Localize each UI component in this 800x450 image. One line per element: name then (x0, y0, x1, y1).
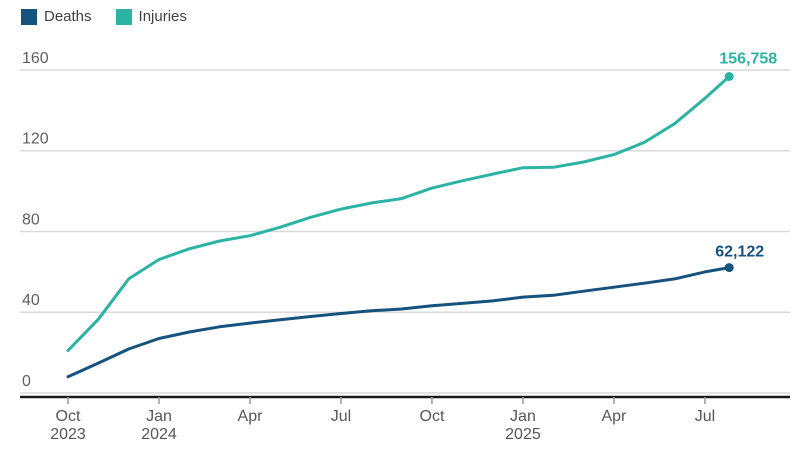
x-tick-label-year: 2025 (505, 426, 541, 443)
x-tick-label: Oct (56, 408, 81, 425)
legend-label-deaths: Deaths (44, 8, 92, 25)
injuries-end-dot (724, 72, 734, 82)
deaths-line (66, 266, 731, 379)
y-tick-label: 80 (22, 211, 40, 228)
legend-item-deaths: Deaths (21, 8, 92, 25)
injuries-line (66, 75, 731, 353)
x-tick-label: Apr (238, 408, 264, 425)
x-tick-label: Apr (601, 408, 627, 425)
x-tick-label: Jan (510, 408, 536, 425)
x-tick-label-year: 2024 (141, 426, 177, 443)
x-tick-label: Oct (420, 408, 445, 425)
x-tick-label-year: 2023 (50, 426, 86, 443)
x-tick-label: Jul (331, 408, 351, 425)
chart-legend: Deaths Injuries (21, 8, 187, 25)
legend-item-injuries: Injuries (115, 8, 187, 25)
y-tick-label: 120 (22, 131, 49, 148)
deaths-end-dot (724, 263, 734, 273)
injuries-swatch-icon (115, 8, 132, 25)
y-tick-label: 40 (22, 292, 40, 309)
legend-label-injuries: Injuries (138, 8, 187, 25)
y-tick-label: 0 (22, 373, 31, 390)
x-tick-label: Jan (146, 408, 172, 425)
injuries-end-label: 156,758 (719, 51, 777, 68)
x-tick-label: Jul (695, 408, 715, 425)
y-tick-label: 160 (22, 50, 49, 67)
deaths-swatch-icon (21, 8, 37, 25)
deaths-end-label: 62,122 (715, 244, 764, 261)
